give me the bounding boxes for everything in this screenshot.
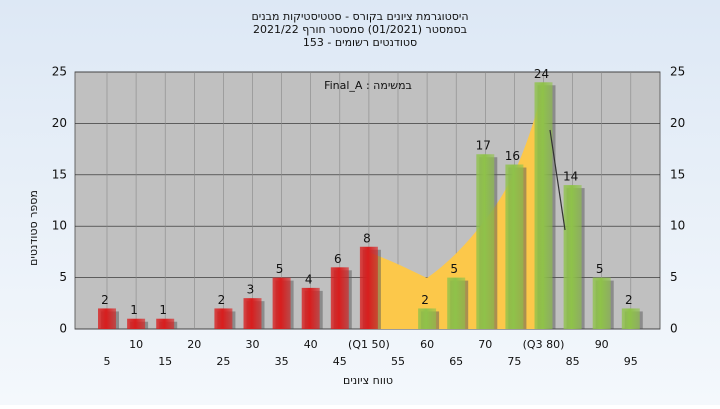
value-label: 14 — [563, 170, 578, 184]
value-label: 2 — [101, 293, 109, 307]
chart-title: היסטוגרמת ציונים בקורס - סטטיסטיקות מבני… — [251, 10, 468, 23]
y-tick-label: 10 — [52, 219, 67, 233]
bar — [214, 308, 233, 329]
x-tick-label: 20 — [187, 338, 201, 351]
bar — [330, 267, 349, 329]
x-tick-label: (Q3 80) — [523, 338, 565, 351]
value-label: 1 — [159, 303, 167, 317]
bars: 2 1 1 2 3 5 4 6 8 2 5 17 16 24 14 5 2 — [98, 67, 643, 329]
bar — [447, 277, 466, 329]
x-tick-label: 75 — [507, 355, 521, 368]
bar — [243, 298, 262, 329]
y2-tick-label: 25 — [670, 65, 685, 79]
value-label: 2 — [625, 293, 633, 307]
x-tick-label: (Q1 50) — [348, 338, 390, 351]
x-tick-label: 15 — [158, 355, 172, 368]
annotation: Final_A : במשימה — [324, 79, 412, 92]
y2-tick-label: 5 — [670, 270, 678, 284]
bar — [621, 308, 640, 329]
y-tick-label: 15 — [52, 167, 67, 181]
x-tick-label: 5 — [104, 355, 111, 368]
y-axis-label: מספר סטודנטים — [27, 190, 40, 266]
value-label: 1 — [130, 303, 138, 317]
value-label: 24 — [534, 67, 549, 81]
x-tick-label: 85 — [566, 355, 580, 368]
quartile-area — [368, 84, 544, 329]
bar — [272, 277, 291, 329]
value-label: 17 — [476, 139, 491, 153]
value-label: 2 — [218, 293, 226, 307]
x-tick-label: 90 — [595, 338, 609, 351]
value-label: 3 — [247, 283, 255, 297]
value-label: 2 — [421, 293, 429, 307]
bar — [505, 164, 524, 329]
value-label: 5 — [276, 262, 284, 276]
bar — [476, 154, 495, 329]
bar — [563, 185, 582, 329]
y2-tick-label: 15 — [670, 167, 685, 181]
chart-subtitle: בסמסטר (01/2021) סמסטר חורף 2021/22 — [253, 23, 467, 36]
y-tick-label: 0 — [59, 322, 67, 336]
y2-tick-label: 0 — [670, 322, 678, 336]
y-tick-label: 5 — [59, 270, 67, 284]
x-tick-label: 70 — [478, 338, 492, 351]
x-tick-label: 60 — [420, 338, 434, 351]
x-tick-label: 35 — [275, 355, 289, 368]
bar — [359, 246, 378, 329]
trend-line — [549, 129, 566, 231]
x-tick-label: 40 — [304, 338, 318, 351]
x-tick-label: 30 — [246, 338, 260, 351]
x-tick-label: 55 — [391, 355, 405, 368]
value-label: 16 — [505, 149, 520, 163]
x-tick-label: 65 — [449, 355, 463, 368]
bar — [98, 308, 116, 329]
bar — [301, 287, 320, 329]
bar — [156, 318, 175, 329]
x-tick-label: 95 — [624, 355, 638, 368]
value-label: 5 — [450, 262, 458, 276]
y2-tick-label: 10 — [670, 219, 685, 233]
value-label: 8 — [363, 231, 371, 245]
x-tick-label: 25 — [216, 355, 230, 368]
x-tick-label: 45 — [333, 355, 347, 368]
value-label: 4 — [305, 272, 313, 286]
bar — [534, 82, 553, 329]
y-tick-label: 20 — [52, 116, 67, 130]
y-tick-label: 25 — [52, 65, 67, 79]
value-label: 6 — [334, 252, 342, 266]
bar — [127, 318, 146, 329]
chart-subtitle: 153 - סטודנטים רשומים — [303, 36, 417, 49]
y2-tick-label: 20 — [670, 116, 685, 130]
value-label: 5 — [596, 262, 604, 276]
bar — [418, 308, 437, 329]
x-axis-label: טווח ציונים — [343, 374, 393, 387]
bar — [592, 277, 611, 329]
x-tick-label: 10 — [129, 338, 143, 351]
